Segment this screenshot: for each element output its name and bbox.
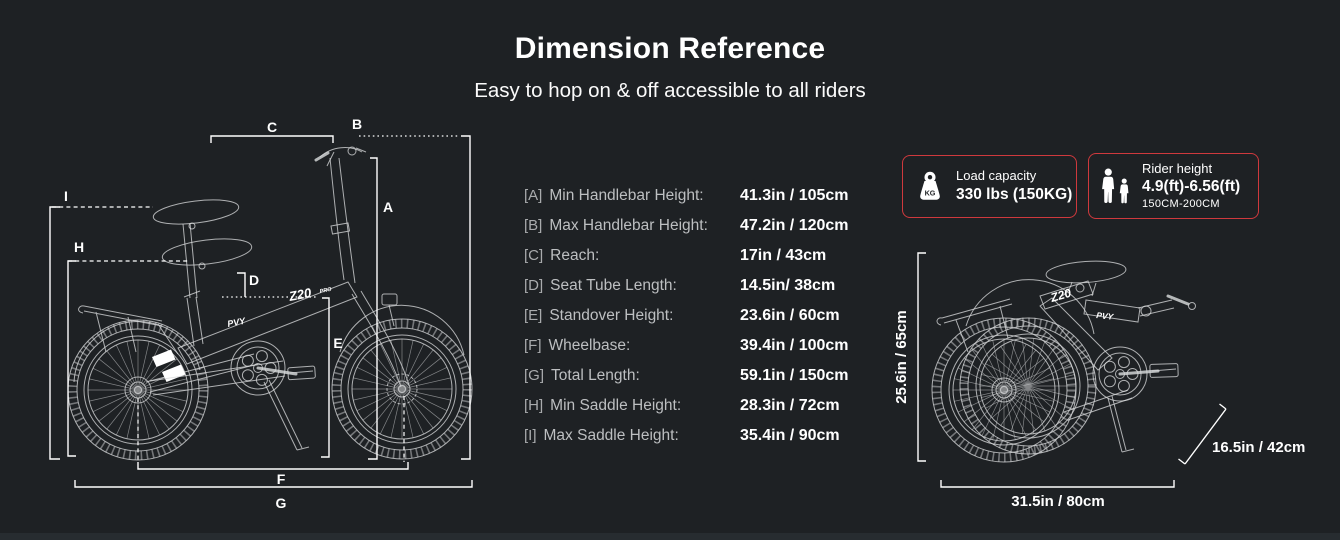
spec-value: 23.6in / 60cm bbox=[740, 307, 840, 324]
spec-row-a: [A] Min Handlebar Height: 41.3in / 105cm bbox=[524, 181, 872, 211]
load-capacity-value: 330 lbs (150KG) bbox=[956, 185, 1073, 203]
dim-letter-c: C bbox=[267, 119, 277, 135]
z20-logo: Z20 bbox=[287, 285, 314, 304]
spec-value: 47.2in / 120cm bbox=[740, 217, 849, 234]
spec-value: 39.4in / 100cm bbox=[740, 337, 849, 354]
weight-kg-icon: KG bbox=[920, 171, 940, 200]
spec-label: Reach: bbox=[550, 247, 600, 264]
spec-value: 28.3in / 72cm bbox=[740, 397, 840, 414]
dim-letter-g: G bbox=[276, 495, 287, 511]
spec-value: 35.4in / 90cm bbox=[740, 427, 840, 444]
spec-label: Wheelbase: bbox=[548, 337, 631, 354]
spec-row-e: [E] Standover Height: 23.6in / 60cm bbox=[524, 301, 872, 331]
front-wheel-spokes bbox=[352, 339, 452, 439]
dim-letter-h: H bbox=[74, 239, 84, 255]
rider-height-icon bbox=[1102, 168, 1129, 204]
bottom-divider-strip bbox=[0, 533, 1340, 540]
dim-letter-a: A bbox=[383, 199, 393, 215]
spec-value: 17in / 43cm bbox=[740, 247, 827, 264]
dim-letter-b: B bbox=[352, 116, 362, 132]
spec-label: Min Handlebar Height: bbox=[549, 187, 704, 204]
z20-logo-suffix: PRO bbox=[319, 287, 333, 295]
folded-pvy-logo: PVY bbox=[1096, 310, 1115, 322]
spec-row-h: [H] Min Saddle Height: 28.3in / 72cm bbox=[524, 391, 872, 421]
rider-height-range-cm: 150CM-200CM bbox=[1142, 198, 1220, 211]
dim-letter-d: D bbox=[249, 272, 259, 288]
spec-row-c: [C] Reach: 17in / 43cm bbox=[524, 241, 872, 271]
spec-key: [B] bbox=[524, 217, 543, 234]
spec-key: [D] bbox=[524, 277, 544, 294]
folded-length-label: 31.5in / 80cm bbox=[1011, 493, 1104, 510]
spec-value: 41.3in / 105cm bbox=[740, 187, 849, 204]
spec-row-i: [I] Max Saddle Height: 35.4in / 90cm bbox=[524, 421, 872, 451]
spec-value: 59.1in / 150cm bbox=[740, 367, 849, 384]
dim-letter-f: F bbox=[277, 471, 286, 487]
folded-dimension-annotations: 25.6in / 65cm 31.5in / 80cm 16.5in / 42c… bbox=[893, 252, 1305, 510]
spec-label: Max Handlebar Height: bbox=[549, 217, 708, 234]
folded-height-label: 25.6in / 65cm bbox=[893, 310, 910, 403]
folded-width-label: 16.5in / 42cm bbox=[1212, 439, 1305, 456]
rider-height-value: 4.9(ft)-6.56(ft) bbox=[1142, 177, 1241, 195]
spec-row-d: [D] Seat Tube Length: 14.5in/ 38cm bbox=[524, 271, 872, 301]
spec-label: Max Saddle Height: bbox=[543, 427, 679, 444]
spec-label: Min Saddle Height: bbox=[550, 397, 682, 414]
page-title: Dimension Reference bbox=[514, 32, 826, 65]
folded-front-wheel-spokes bbox=[953, 339, 1055, 441]
spec-label: Seat Tube Length: bbox=[550, 277, 677, 294]
spec-row-b: [B] Max Handlebar Height: 47.2in / 120cm bbox=[524, 211, 872, 241]
spec-row-g: [G] Total Length: 59.1in / 150cm bbox=[524, 361, 872, 391]
spec-key: [I] bbox=[524, 427, 537, 444]
spec-key: [H] bbox=[524, 397, 544, 414]
unfolded-bike-sketch: Z20 PRO PVY bbox=[67, 146, 473, 461]
load-capacity-badge: KG Load capacity 330 lbs (150KG) bbox=[902, 155, 1077, 218]
dim-letter-e: E bbox=[333, 335, 342, 351]
folded-bike-sketch: Z20 PVY bbox=[931, 260, 1196, 463]
spec-label: Total Length: bbox=[551, 367, 640, 384]
spec-key: [C] bbox=[524, 247, 544, 264]
pvy-logo: PVY bbox=[226, 316, 247, 329]
weight-icon-kg-text: KG bbox=[925, 188, 936, 197]
dimension-list: [A] Min Handlebar Height: 41.3in / 105cm [… bbox=[524, 181, 872, 451]
load-capacity-label: Load capacity bbox=[956, 168, 1037, 184]
rider-height-badge: Rider height 4.9(ft)-6.56(ft) 150CM-200C… bbox=[1088, 153, 1259, 219]
page-subtitle: Easy to hop on & off accessible to all r… bbox=[474, 79, 866, 102]
rear-wheel-spokes bbox=[88, 340, 188, 440]
spec-key: [E] bbox=[524, 307, 543, 324]
spec-row-f: [F] Wheelbase: 39.4in / 100cm bbox=[524, 331, 872, 361]
spec-label: Standover Height: bbox=[549, 307, 674, 324]
dim-letter-i: I bbox=[64, 188, 68, 204]
dimension-annotations: C B A I H E D F G bbox=[49, 116, 473, 511]
rider-height-label: Rider height bbox=[1142, 160, 1213, 176]
spec-key: [A] bbox=[524, 187, 543, 204]
section-header: Dimension Reference Easy to hop on & off… bbox=[0, 32, 1340, 103]
spec-key: [F] bbox=[524, 337, 542, 354]
folded-back-wheel-spokes bbox=[980, 338, 1076, 434]
folded-z20-logo: Z20 bbox=[1048, 286, 1073, 306]
spec-key: [G] bbox=[524, 367, 545, 384]
spec-value: 14.5in/ 38cm bbox=[740, 277, 836, 294]
